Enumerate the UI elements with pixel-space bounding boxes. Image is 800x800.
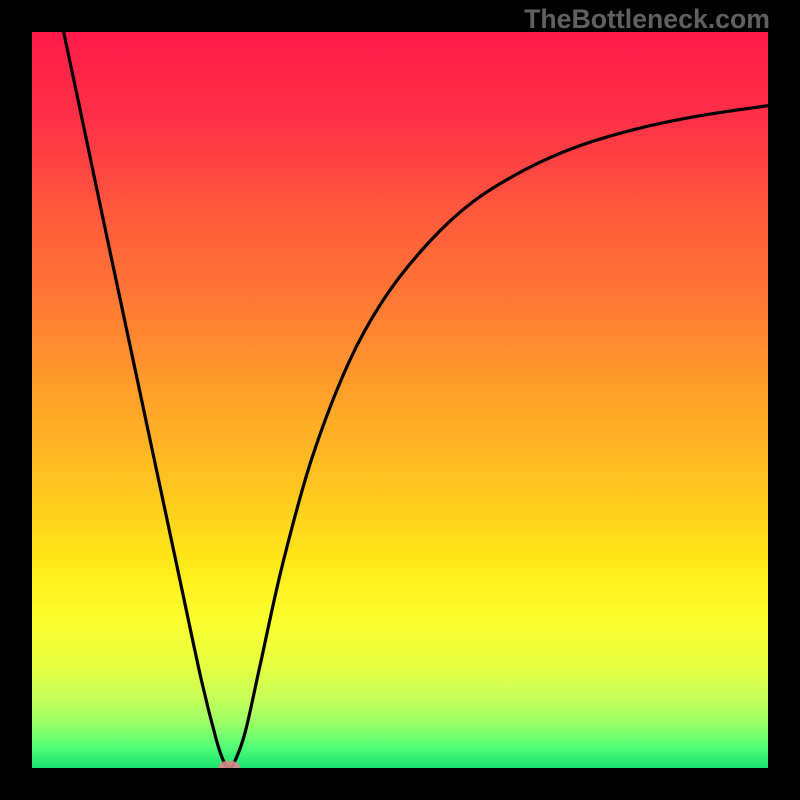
watermark-text: TheBottleneck.com [524,4,770,35]
chart-frame: TheBottleneck.com [0,0,800,800]
minimum-marker [218,761,240,776]
bottleneck-chart [0,0,800,800]
